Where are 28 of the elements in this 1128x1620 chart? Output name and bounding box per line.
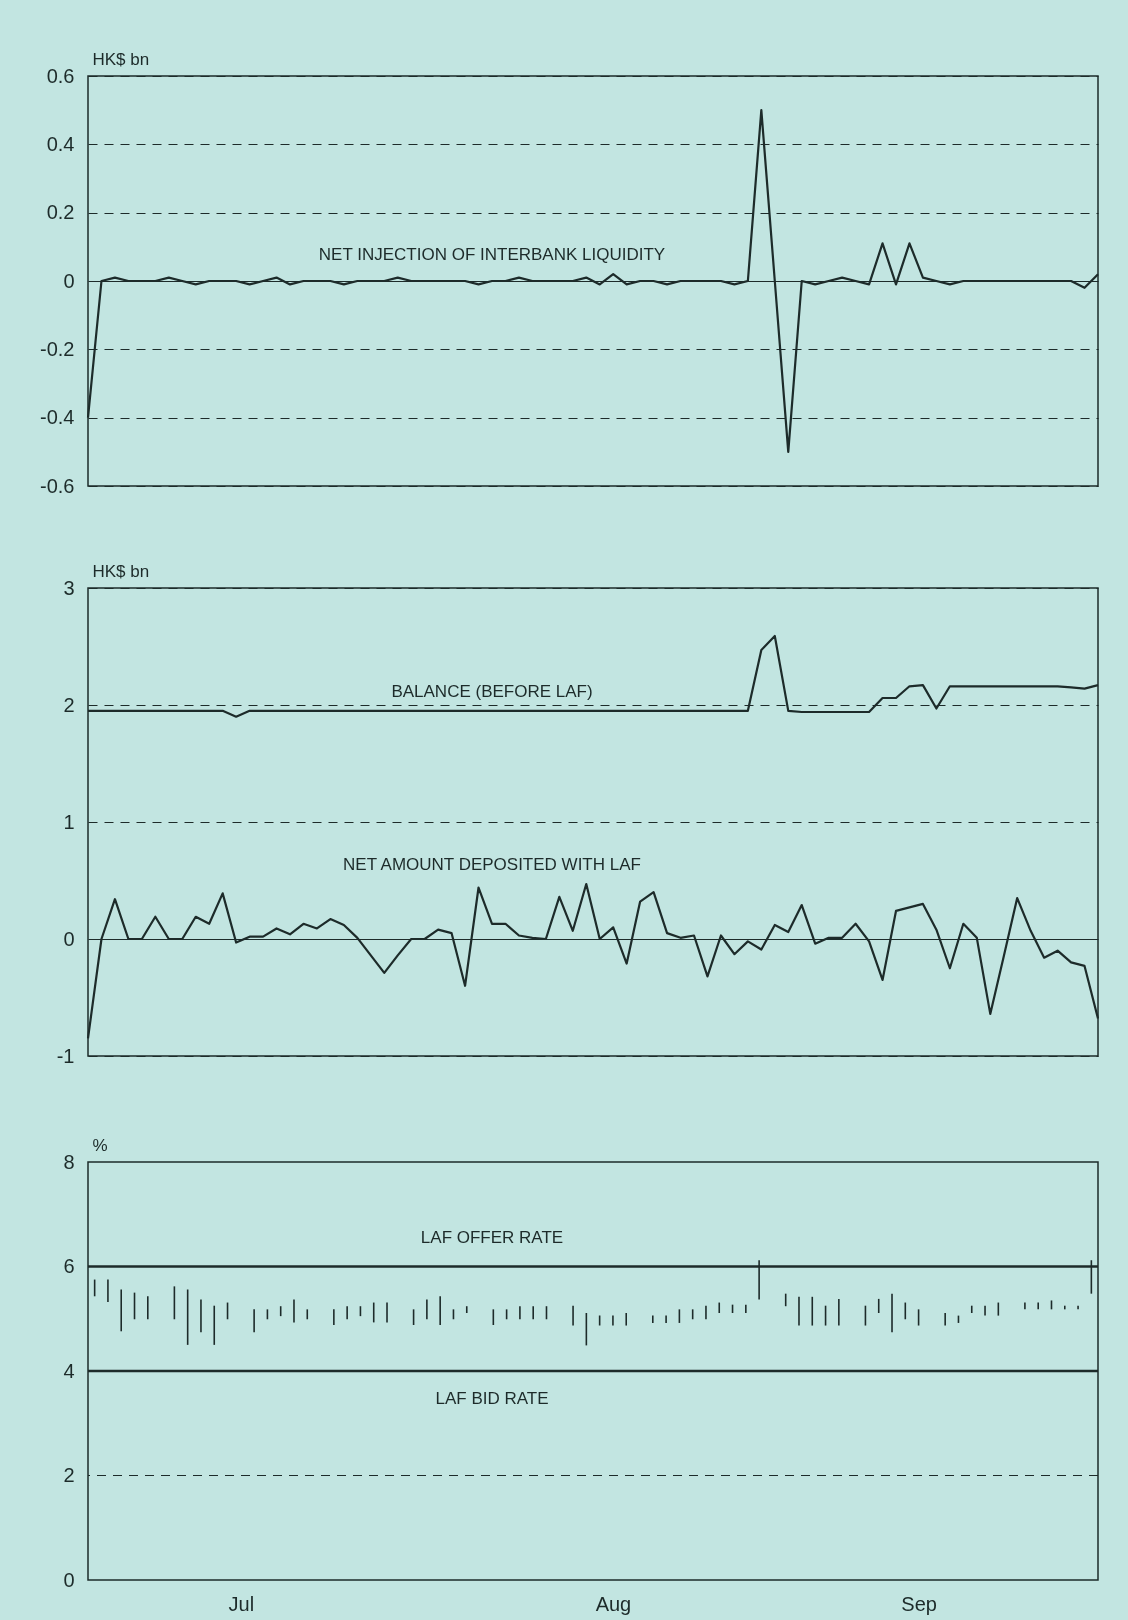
y-tick-label: -0.6 xyxy=(40,474,75,497)
y-axis-title: % xyxy=(92,1135,108,1155)
y-tick-label: 0 xyxy=(63,1568,75,1591)
y-tick-label: 0 xyxy=(63,269,75,292)
y-tick-label: 6 xyxy=(63,1255,75,1277)
y-tick-label: 0.4 xyxy=(46,132,75,155)
y-tick-label: 2 xyxy=(63,1464,75,1486)
y-axis-title: HK$ bn xyxy=(92,561,150,581)
y-axis-title: HK$ bn xyxy=(92,49,150,69)
y-tick-label: 0 xyxy=(63,927,75,950)
y-tick-label: 3 xyxy=(63,576,75,599)
ref-line-label: LAF OFFER RATE xyxy=(420,1227,564,1247)
ref-line-label: LAF BID RATE xyxy=(435,1389,549,1408)
y-tick-label: 0.2 xyxy=(46,201,75,224)
x-tick-label: Sep xyxy=(901,1592,937,1615)
y-tick-label: -0.4 xyxy=(40,406,75,429)
y-tick-label: -1 xyxy=(56,1044,75,1067)
y-tick-label: 4 xyxy=(63,1359,75,1382)
y-tick-label: 8 xyxy=(63,1150,75,1173)
y-tick-label: 0.6 xyxy=(46,64,75,87)
y-tick-label: 1 xyxy=(63,810,75,833)
series-label: NET INJECTION OF INTERBANK LIQUIDITY xyxy=(318,245,666,265)
series-label: BALANCE (BEFORE LAF) xyxy=(391,681,593,701)
y-tick-label: 2 xyxy=(63,693,75,716)
y-tick-label: -0.2 xyxy=(40,337,75,360)
series-label: NET AMOUNT DEPOSITED WITH LAF xyxy=(343,855,641,875)
x-tick-label: Jul xyxy=(228,1592,255,1615)
x-tick-label: Aug xyxy=(595,1592,632,1615)
